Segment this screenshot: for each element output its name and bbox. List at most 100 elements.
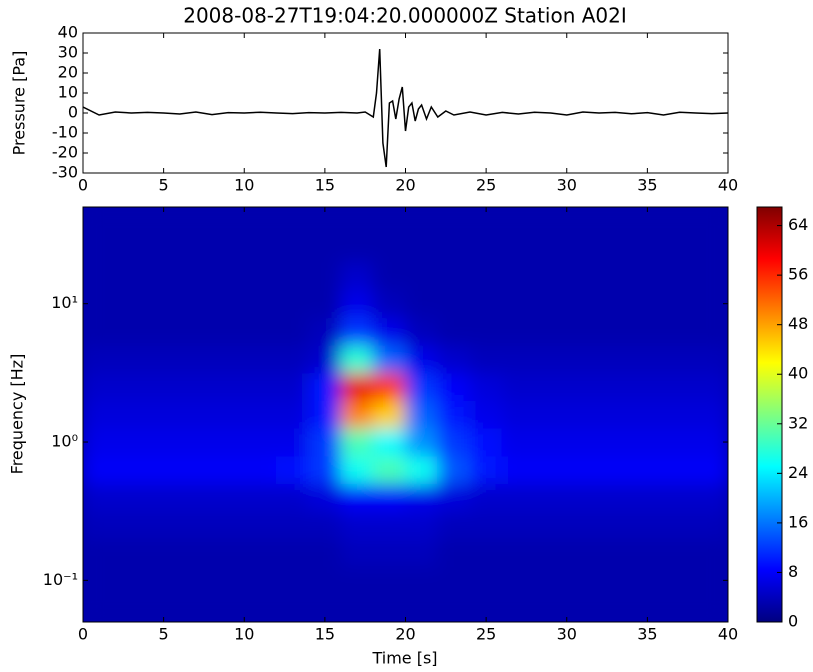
heat-cell	[663, 455, 697, 484]
heat-cell	[501, 399, 535, 429]
heat-cell	[243, 593, 277, 622]
heat-cell	[114, 510, 148, 540]
heat-cell	[663, 289, 697, 319]
heat-cell	[276, 234, 310, 263]
heat-cell	[469, 455, 503, 484]
heat-cell	[405, 234, 439, 263]
heat-cell	[663, 207, 697, 236]
heat-cell	[663, 565, 697, 595]
heat-cell	[114, 372, 148, 401]
heat-cell	[437, 344, 471, 374]
heat-cell	[695, 344, 728, 374]
heat-cell	[340, 399, 374, 429]
heat-cell	[437, 207, 471, 236]
heat-cell	[630, 289, 664, 319]
heat-cell	[372, 234, 406, 263]
heat-cell	[179, 289, 213, 319]
heat-cell	[211, 207, 245, 236]
heat-cell	[437, 289, 471, 319]
heat-cell	[211, 565, 245, 595]
heat-cell	[372, 538, 406, 567]
x-tick-label: 25	[476, 625, 496, 644]
x-tick-label: 30	[557, 176, 577, 195]
heat-cell	[405, 455, 439, 484]
plot-area	[83, 48, 728, 168]
heat-cell	[179, 538, 213, 567]
x-tick-label: 20	[395, 625, 415, 644]
heat-cell	[566, 344, 600, 374]
heat-cell	[340, 261, 374, 291]
heat-cell	[598, 565, 632, 595]
heat-cell	[147, 427, 181, 457]
heat-cell	[534, 482, 568, 512]
heat-cell	[695, 593, 728, 622]
heat-cell	[372, 427, 406, 457]
heat-cell	[147, 538, 181, 567]
heat-cell	[211, 261, 245, 291]
heat-cell	[308, 455, 342, 484]
heat-cell	[243, 510, 277, 540]
heat-cell	[501, 455, 535, 484]
heat-cell	[83, 372, 116, 401]
heat-cell	[663, 344, 697, 374]
heat-cell	[405, 538, 439, 567]
heat-cell	[501, 261, 535, 291]
heat-cell	[534, 207, 568, 236]
heat-cell	[405, 344, 439, 374]
heat-cell	[566, 538, 600, 567]
heat-cell	[83, 593, 116, 622]
heat-cell	[534, 317, 568, 346]
heat-cell	[276, 455, 310, 484]
heat-cell	[501, 289, 535, 319]
colorbar-tick-label: 8	[788, 562, 798, 581]
heat-cell	[276, 399, 310, 429]
heat-cell	[83, 482, 116, 512]
y-tick-label: -10	[52, 123, 78, 142]
heat-cell	[405, 482, 439, 512]
heat-cell	[372, 344, 406, 374]
x-tick-label: 40	[718, 176, 738, 195]
heat-cell	[630, 399, 664, 429]
heat-cell	[437, 538, 471, 567]
colorbar-tick-label: 40	[788, 364, 808, 383]
heat-cell	[469, 261, 503, 291]
chart-title: 2008-08-27T19:04:20.000000Z Station A02I	[183, 4, 627, 28]
heat-cell	[114, 427, 148, 457]
heat-cell	[469, 482, 503, 512]
heat-cell	[695, 565, 728, 595]
heat-cell	[276, 510, 310, 540]
heat-cell	[598, 538, 632, 567]
heat-cell	[211, 455, 245, 484]
heat-cell	[83, 427, 116, 457]
y-tick-label: 30	[58, 43, 78, 62]
heat-cell	[534, 593, 568, 622]
heat-cell	[243, 317, 277, 346]
heat-cell	[114, 207, 148, 236]
heat-cell	[276, 344, 310, 374]
heat-cell	[663, 234, 697, 263]
heat-cell	[179, 317, 213, 346]
heat-cell	[372, 455, 406, 484]
heat-cell	[534, 261, 568, 291]
heat-cell	[147, 455, 181, 484]
heat-cell	[372, 207, 406, 236]
heat-cell	[243, 372, 277, 401]
heat-cell	[211, 234, 245, 263]
heat-cell	[276, 372, 310, 401]
x-tick-label: 15	[315, 625, 335, 644]
heat-cell	[437, 261, 471, 291]
heat-cell	[211, 538, 245, 567]
heat-cell	[179, 482, 213, 512]
y-axis-label: Frequency [Hz]	[8, 354, 27, 475]
heat-cell	[372, 399, 406, 429]
heat-cell	[566, 399, 600, 429]
heat-cell	[437, 399, 471, 429]
heat-cell	[695, 207, 728, 236]
heat-cell	[663, 317, 697, 346]
colorbar-tick-label: 32	[788, 413, 808, 432]
heat-cell	[179, 593, 213, 622]
heat-cell	[372, 593, 406, 622]
x-tick-label: 30	[557, 625, 577, 644]
heat-cell	[114, 593, 148, 622]
